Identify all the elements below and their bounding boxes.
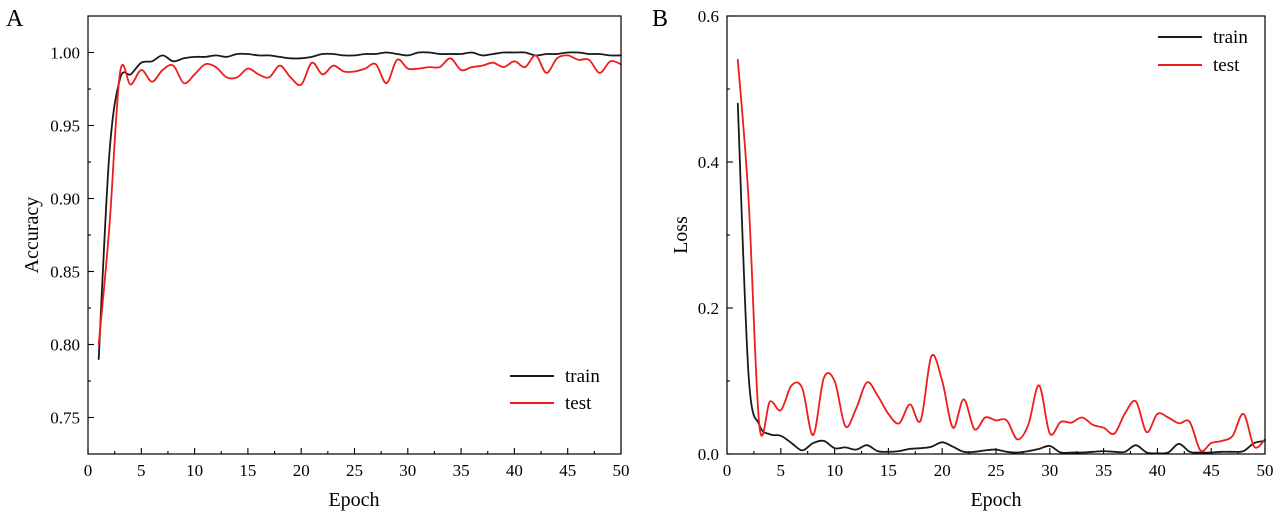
accuracy-panel: A 0 5 10 15 20 25 30 35 40 45 50 0.75 0.80 0.85 0.90 0.… (6, 6, 630, 511)
panel-label-b: B (652, 6, 668, 32)
x-tick-label-b: 25 (988, 461, 1005, 480)
x-tick-label-a: 20 (293, 461, 310, 480)
y-tick-label-a: 0.90 (50, 190, 80, 209)
x-tick-label-b: 50 (1257, 461, 1274, 480)
x-tick-label-a: 10 (186, 461, 203, 480)
y-tick-label-a: 0.85 (50, 263, 80, 282)
panel-label-a: A (6, 6, 24, 32)
legend-b: train test (1158, 27, 1248, 76)
y-tick-label-a: 1.00 (50, 44, 80, 63)
legend-label-test-a: test (565, 393, 592, 414)
legend-label-test-b: test (1213, 55, 1240, 76)
x-tick-label-b: 30 (1041, 461, 1058, 480)
x-tick-label-a: 0 (84, 461, 93, 480)
legend-label-train-a: train (565, 366, 600, 387)
plot-frame-b (726, 15, 1266, 455)
x-tick-label-b: 0 (723, 461, 732, 480)
x-tick-label-b: 40 (1149, 461, 1166, 480)
legend-a: train test (510, 366, 600, 414)
legend-label-train-b: train (1213, 27, 1248, 48)
x-tick-label-a: 45 (559, 461, 576, 480)
y-tick-label-a: 0.95 (50, 117, 80, 136)
x-tick-label-b: 45 (1203, 461, 1220, 480)
x-tick-label-a: 5 (137, 461, 146, 480)
y-tick-label-b: 0.2 (698, 299, 719, 318)
x-tick-label-a: 50 (613, 461, 630, 480)
x-tick-label-a: 30 (399, 461, 416, 480)
y-tick-label-a: 0.75 (50, 409, 80, 428)
series-line-train-b (736, 102, 1266, 455)
x-tick-label-b: 20 (934, 461, 951, 480)
series-line-train-a (97, 51, 622, 360)
x-tick-label-a: 15 (239, 461, 256, 480)
y-tick-label-b: 0.4 (698, 153, 720, 172)
y-axis-title-b: Loss (670, 216, 692, 254)
series-line-test-a (97, 54, 622, 346)
x-axis-title-b: Epoch (970, 489, 1021, 511)
plot-frame-a (87, 15, 622, 455)
x-tick-label-a: 25 (346, 461, 363, 480)
x-tick-label-b: 15 (880, 461, 897, 480)
y-axis-title-a: Accuracy (21, 197, 43, 274)
x-tick-label-b: 5 (777, 461, 786, 480)
x-axis-title-a: Epoch (328, 489, 379, 511)
x-tick-label-a: 35 (453, 461, 470, 480)
x-tick-label-b: 10 (826, 461, 843, 480)
y-tick-label-b: 0.0 (698, 445, 719, 464)
loss-panel: B 0 5 10 15 20 25 30 35 40 45 50 0.0 0.2 0.4 0.6 Epoch… (652, 6, 1274, 511)
y-tick-label-a: 0.80 (50, 336, 80, 355)
y-tick-label-b: 0.6 (698, 7, 719, 26)
x-tick-label-a: 40 (506, 461, 523, 480)
x-tick-label-b: 35 (1095, 461, 1112, 480)
series-line-test-b (736, 58, 1266, 453)
